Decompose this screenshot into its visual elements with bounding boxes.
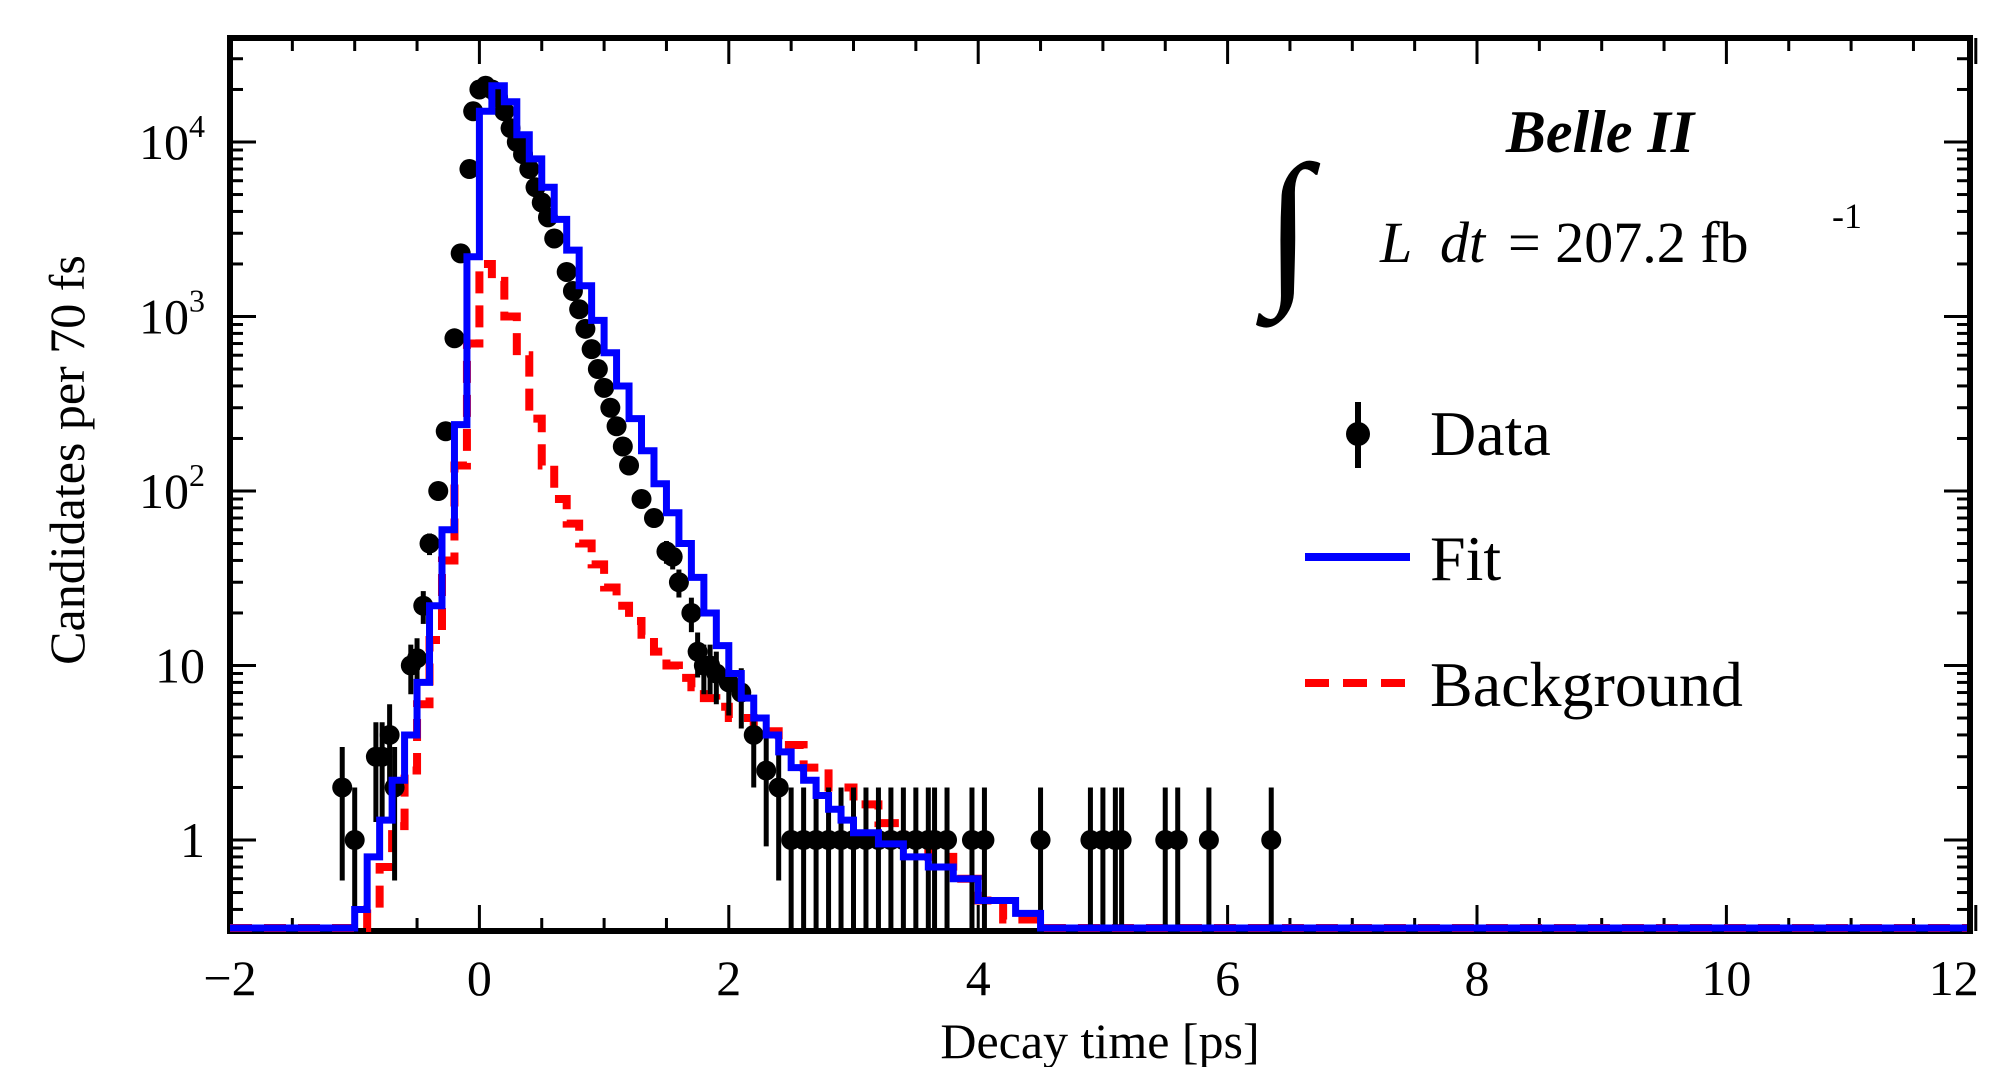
data-point [643, 508, 664, 529]
y-axis-label: Candidates per 70 fs [39, 255, 95, 665]
x-tick-label: 2 [716, 950, 741, 1006]
data-point [619, 455, 640, 476]
y-tick-label-exponent: 2 [189, 457, 205, 493]
x-tick-label: 12 [1929, 950, 1979, 1006]
luminosity-exponent: -1 [1832, 196, 1862, 236]
y-tick-label-base: 10 [155, 638, 205, 694]
data-point [937, 830, 958, 850]
y-tick-label: 102 [139, 457, 205, 519]
x-tick-label: 6 [1215, 950, 1240, 1006]
y-tick-label-base: 10 [139, 463, 189, 519]
plot-frame [227, 35, 1973, 934]
data-point [1261, 830, 1282, 850]
fit-curve [230, 82, 1967, 932]
data-point [419, 533, 440, 554]
data-point [407, 648, 428, 669]
data-point [1167, 830, 1188, 850]
data-point [631, 488, 652, 509]
x-tick-label: 0 [467, 950, 492, 1006]
y-tick-label-exponent: 3 [189, 283, 205, 319]
luminosity-l: L [1379, 210, 1412, 275]
data-point [1198, 830, 1219, 850]
data-point [594, 377, 615, 398]
background-curve [230, 259, 1967, 932]
x-tick-label: 8 [1465, 950, 1490, 1006]
data-point [662, 546, 683, 567]
data-point [494, 101, 515, 122]
luminosity-label: ∫ L dt = 207.2 fb -1 [1255, 131, 1862, 328]
data-point [974, 830, 995, 850]
x-tick-label: −2 [203, 950, 256, 1006]
y-tick-label-base: 10 [139, 114, 189, 170]
data-point [344, 830, 365, 850]
y-tick-label: 10 [155, 638, 205, 694]
data-point [379, 724, 400, 745]
luminosity-value: = 207.2 fb [1508, 210, 1749, 275]
y-tick-label-base: 1 [180, 812, 205, 868]
x-tick-label: 10 [1701, 950, 1751, 1006]
data-point [569, 299, 590, 320]
x-tick-label: 4 [966, 950, 991, 1006]
legend-data-marker [1346, 422, 1370, 446]
data-point [612, 436, 633, 457]
fit-step-line [230, 82, 1967, 932]
integral-symbol: ∫ [1255, 131, 1321, 328]
y-tick-label: 104 [139, 108, 205, 170]
data-point [581, 339, 602, 360]
data-point [600, 397, 621, 418]
experiment-label: Belle II [1505, 99, 1697, 165]
data-point [768, 777, 789, 798]
data-point [668, 572, 689, 593]
y-tick-label: 103 [139, 283, 205, 345]
data-point [435, 421, 456, 442]
luminosity-dt: dt [1440, 210, 1487, 275]
background-step-line [230, 259, 1967, 932]
data-point [556, 261, 577, 282]
data-point [428, 481, 449, 501]
data-point [587, 359, 608, 380]
data-point [444, 328, 465, 349]
data-point [1111, 830, 1132, 850]
x-axis-label: Decay time [ps] [940, 1013, 1259, 1067]
y-tick-label-base: 10 [139, 289, 189, 345]
data-point [756, 760, 777, 781]
legend-fit-label: Fit [1430, 523, 1501, 594]
data-point [519, 159, 540, 180]
legend-data-label: Data [1430, 398, 1551, 469]
data-points [332, 75, 1282, 928]
data-point [332, 777, 353, 798]
data-point [1030, 830, 1051, 850]
data-point [681, 602, 702, 623]
data-point [544, 228, 565, 249]
y-tick-label-exponent: 4 [189, 108, 205, 144]
data-point [743, 724, 764, 745]
y-tick-label: 1 [180, 812, 205, 868]
data-point [606, 416, 627, 437]
legend: Data Fit Background [1305, 398, 1743, 720]
legend-background-label: Background [1430, 649, 1743, 720]
data-point [459, 159, 480, 180]
